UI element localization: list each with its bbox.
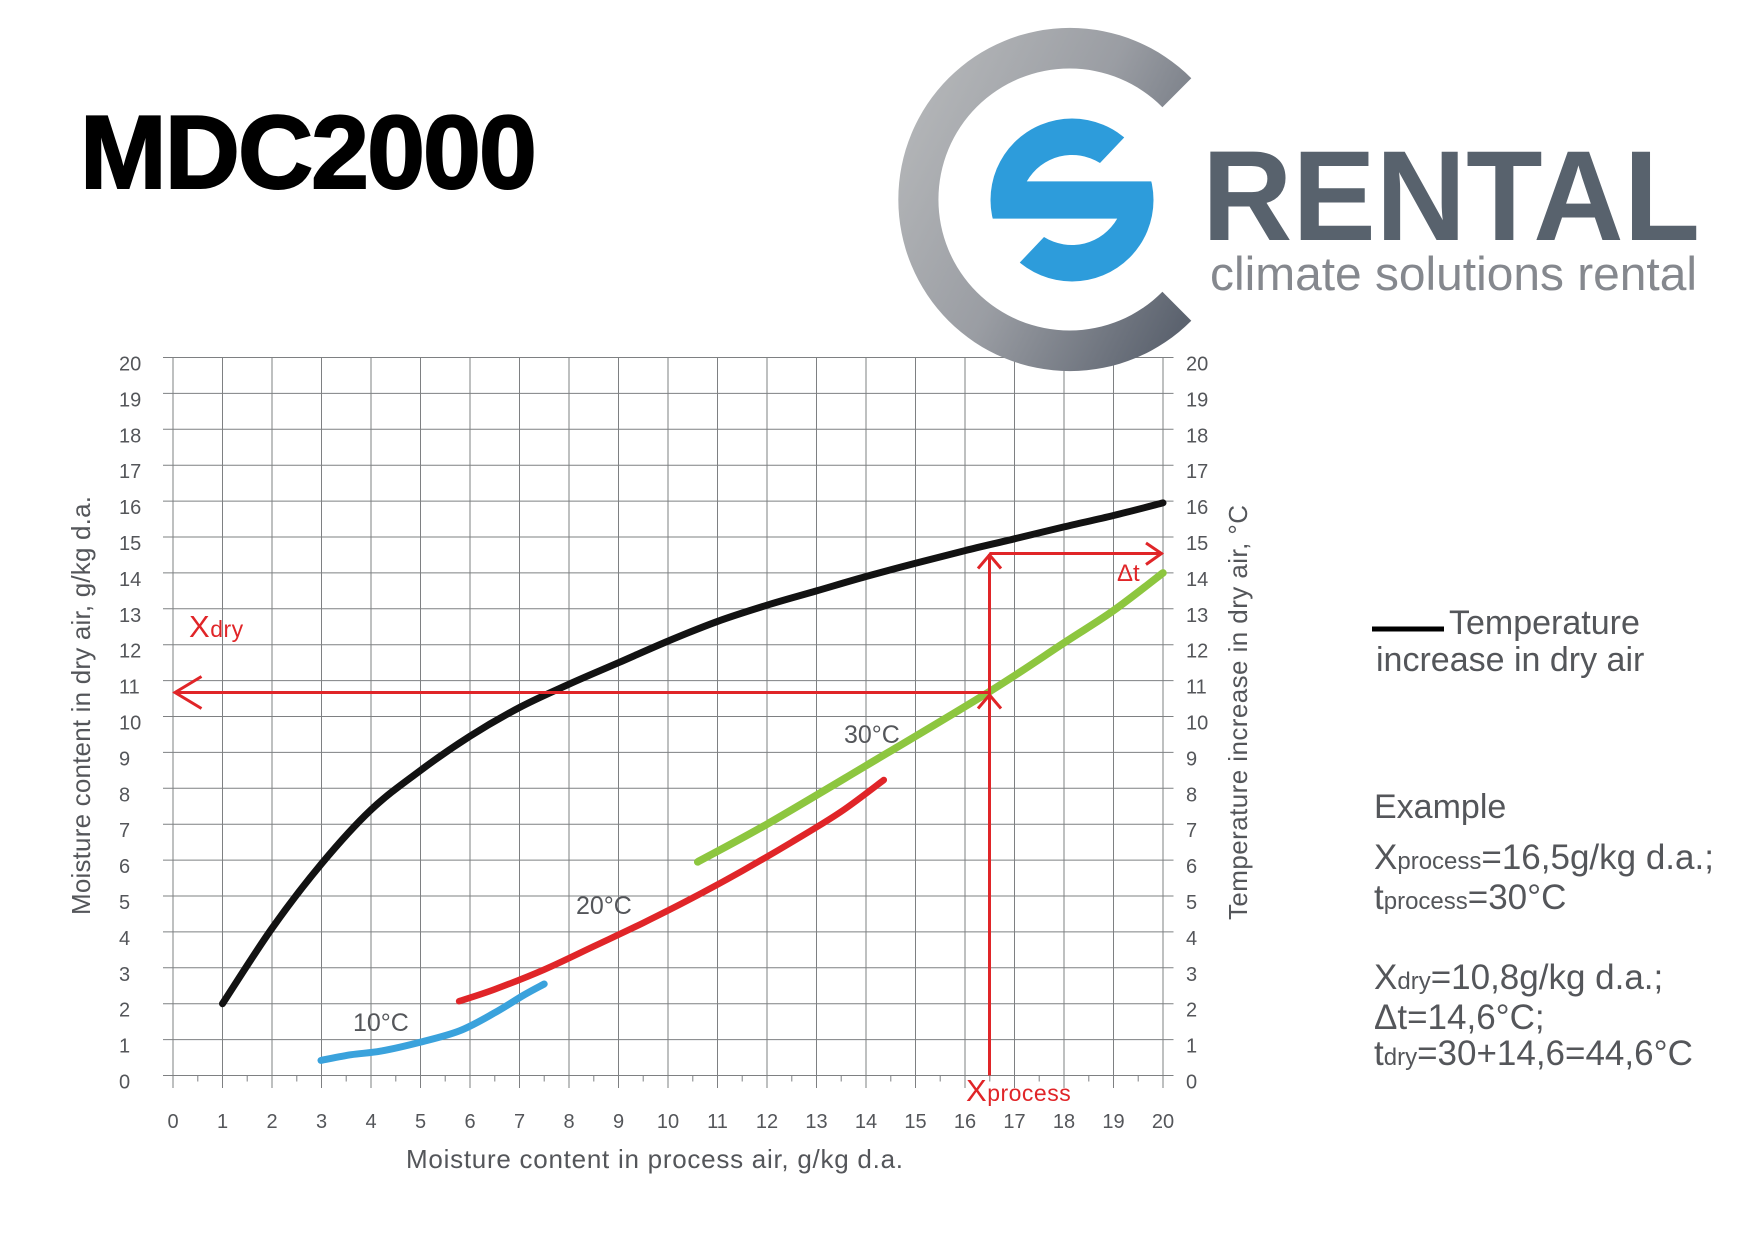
svg-text:17: 17 xyxy=(1003,1111,1025,1133)
svg-text:20°C: 20°C xyxy=(576,892,632,920)
svg-text:Xdry: Xdry xyxy=(189,609,244,644)
svg-text:4: 4 xyxy=(119,928,130,950)
svg-text:8: 8 xyxy=(1186,784,1197,806)
svg-text:Xprocess: Xprocess xyxy=(966,1073,1071,1108)
svg-text:20: 20 xyxy=(1186,354,1208,376)
svg-text:7: 7 xyxy=(1186,820,1197,842)
svg-text:4: 4 xyxy=(365,1111,376,1133)
svg-text:17: 17 xyxy=(119,461,141,483)
svg-text:20: 20 xyxy=(1152,1111,1174,1133)
svg-text:1: 1 xyxy=(119,1036,130,1058)
svg-text:6: 6 xyxy=(119,856,130,878)
svg-text:Moisture content in process ai: Moisture content in process air, g/kg d.… xyxy=(406,1144,903,1174)
svg-text:12: 12 xyxy=(1186,641,1208,663)
svg-text:0: 0 xyxy=(1186,1072,1197,1094)
svg-text:14: 14 xyxy=(1186,569,1208,591)
svg-text:16: 16 xyxy=(119,497,141,519)
svg-text:11: 11 xyxy=(119,677,140,699)
svg-text:Δt: Δt xyxy=(1117,560,1140,587)
svg-text:14: 14 xyxy=(855,1111,877,1133)
svg-text:0: 0 xyxy=(119,1072,130,1094)
svg-text:10°C: 10°C xyxy=(353,1009,409,1037)
svg-text:8: 8 xyxy=(563,1111,574,1133)
svg-text:Temperature increase in dry ai: Temperature increase in dry air, °C xyxy=(1223,505,1253,920)
svg-text:19: 19 xyxy=(1102,1111,1124,1133)
svg-text:2: 2 xyxy=(266,1111,277,1133)
svg-text:2: 2 xyxy=(1186,1000,1197,1022)
svg-text:14: 14 xyxy=(119,569,141,591)
svg-text:11: 11 xyxy=(707,1111,728,1133)
svg-text:9: 9 xyxy=(1186,748,1197,770)
svg-text:3: 3 xyxy=(316,1111,327,1133)
svg-text:4: 4 xyxy=(1186,928,1197,950)
svg-text:16: 16 xyxy=(954,1111,976,1133)
svg-text:9: 9 xyxy=(119,748,130,770)
svg-text:3: 3 xyxy=(119,964,130,986)
svg-text:30°C: 30°C xyxy=(844,721,900,749)
svg-text:7: 7 xyxy=(119,820,130,842)
svg-text:0: 0 xyxy=(167,1111,178,1133)
svg-text:11: 11 xyxy=(1186,677,1207,699)
svg-text:Moisture content in dry air, g: Moisture content in dry air, g/kg d.a. xyxy=(66,496,96,915)
svg-text:12: 12 xyxy=(119,641,141,663)
svg-text:13: 13 xyxy=(805,1111,827,1133)
svg-text:5: 5 xyxy=(119,892,130,914)
svg-text:15: 15 xyxy=(1186,533,1208,555)
svg-text:10: 10 xyxy=(1186,713,1208,735)
svg-text:15: 15 xyxy=(119,533,141,555)
svg-text:9: 9 xyxy=(613,1111,624,1133)
svg-text:RENTAL: RENTAL xyxy=(1202,125,1700,268)
svg-text:20: 20 xyxy=(119,354,141,376)
svg-text:2: 2 xyxy=(119,1000,130,1022)
svg-text:10: 10 xyxy=(119,713,141,735)
svg-text:13: 13 xyxy=(1186,605,1208,627)
svg-text:13: 13 xyxy=(119,605,141,627)
svg-text:18: 18 xyxy=(1053,1111,1075,1133)
svg-text:1: 1 xyxy=(217,1111,228,1133)
svg-text:19: 19 xyxy=(119,389,141,411)
svg-text:7: 7 xyxy=(514,1111,525,1133)
svg-text:18: 18 xyxy=(1186,425,1208,447)
svg-text:10: 10 xyxy=(657,1111,679,1133)
svg-text:8: 8 xyxy=(119,784,130,806)
svg-text:18: 18 xyxy=(119,425,141,447)
svg-text:climate solutions rental: climate solutions rental xyxy=(1210,247,1697,300)
svg-text:17: 17 xyxy=(1186,461,1208,483)
svg-text:19: 19 xyxy=(1186,389,1208,411)
svg-text:1: 1 xyxy=(1186,1036,1197,1058)
svg-text:5: 5 xyxy=(415,1111,426,1133)
svg-text:3: 3 xyxy=(1186,964,1197,986)
svg-text:6: 6 xyxy=(1186,856,1197,878)
svg-text:5: 5 xyxy=(1186,892,1197,914)
svg-text:15: 15 xyxy=(904,1111,926,1133)
svg-text:6: 6 xyxy=(464,1111,475,1133)
svg-text:16: 16 xyxy=(1186,497,1208,519)
svg-text:12: 12 xyxy=(756,1111,778,1133)
